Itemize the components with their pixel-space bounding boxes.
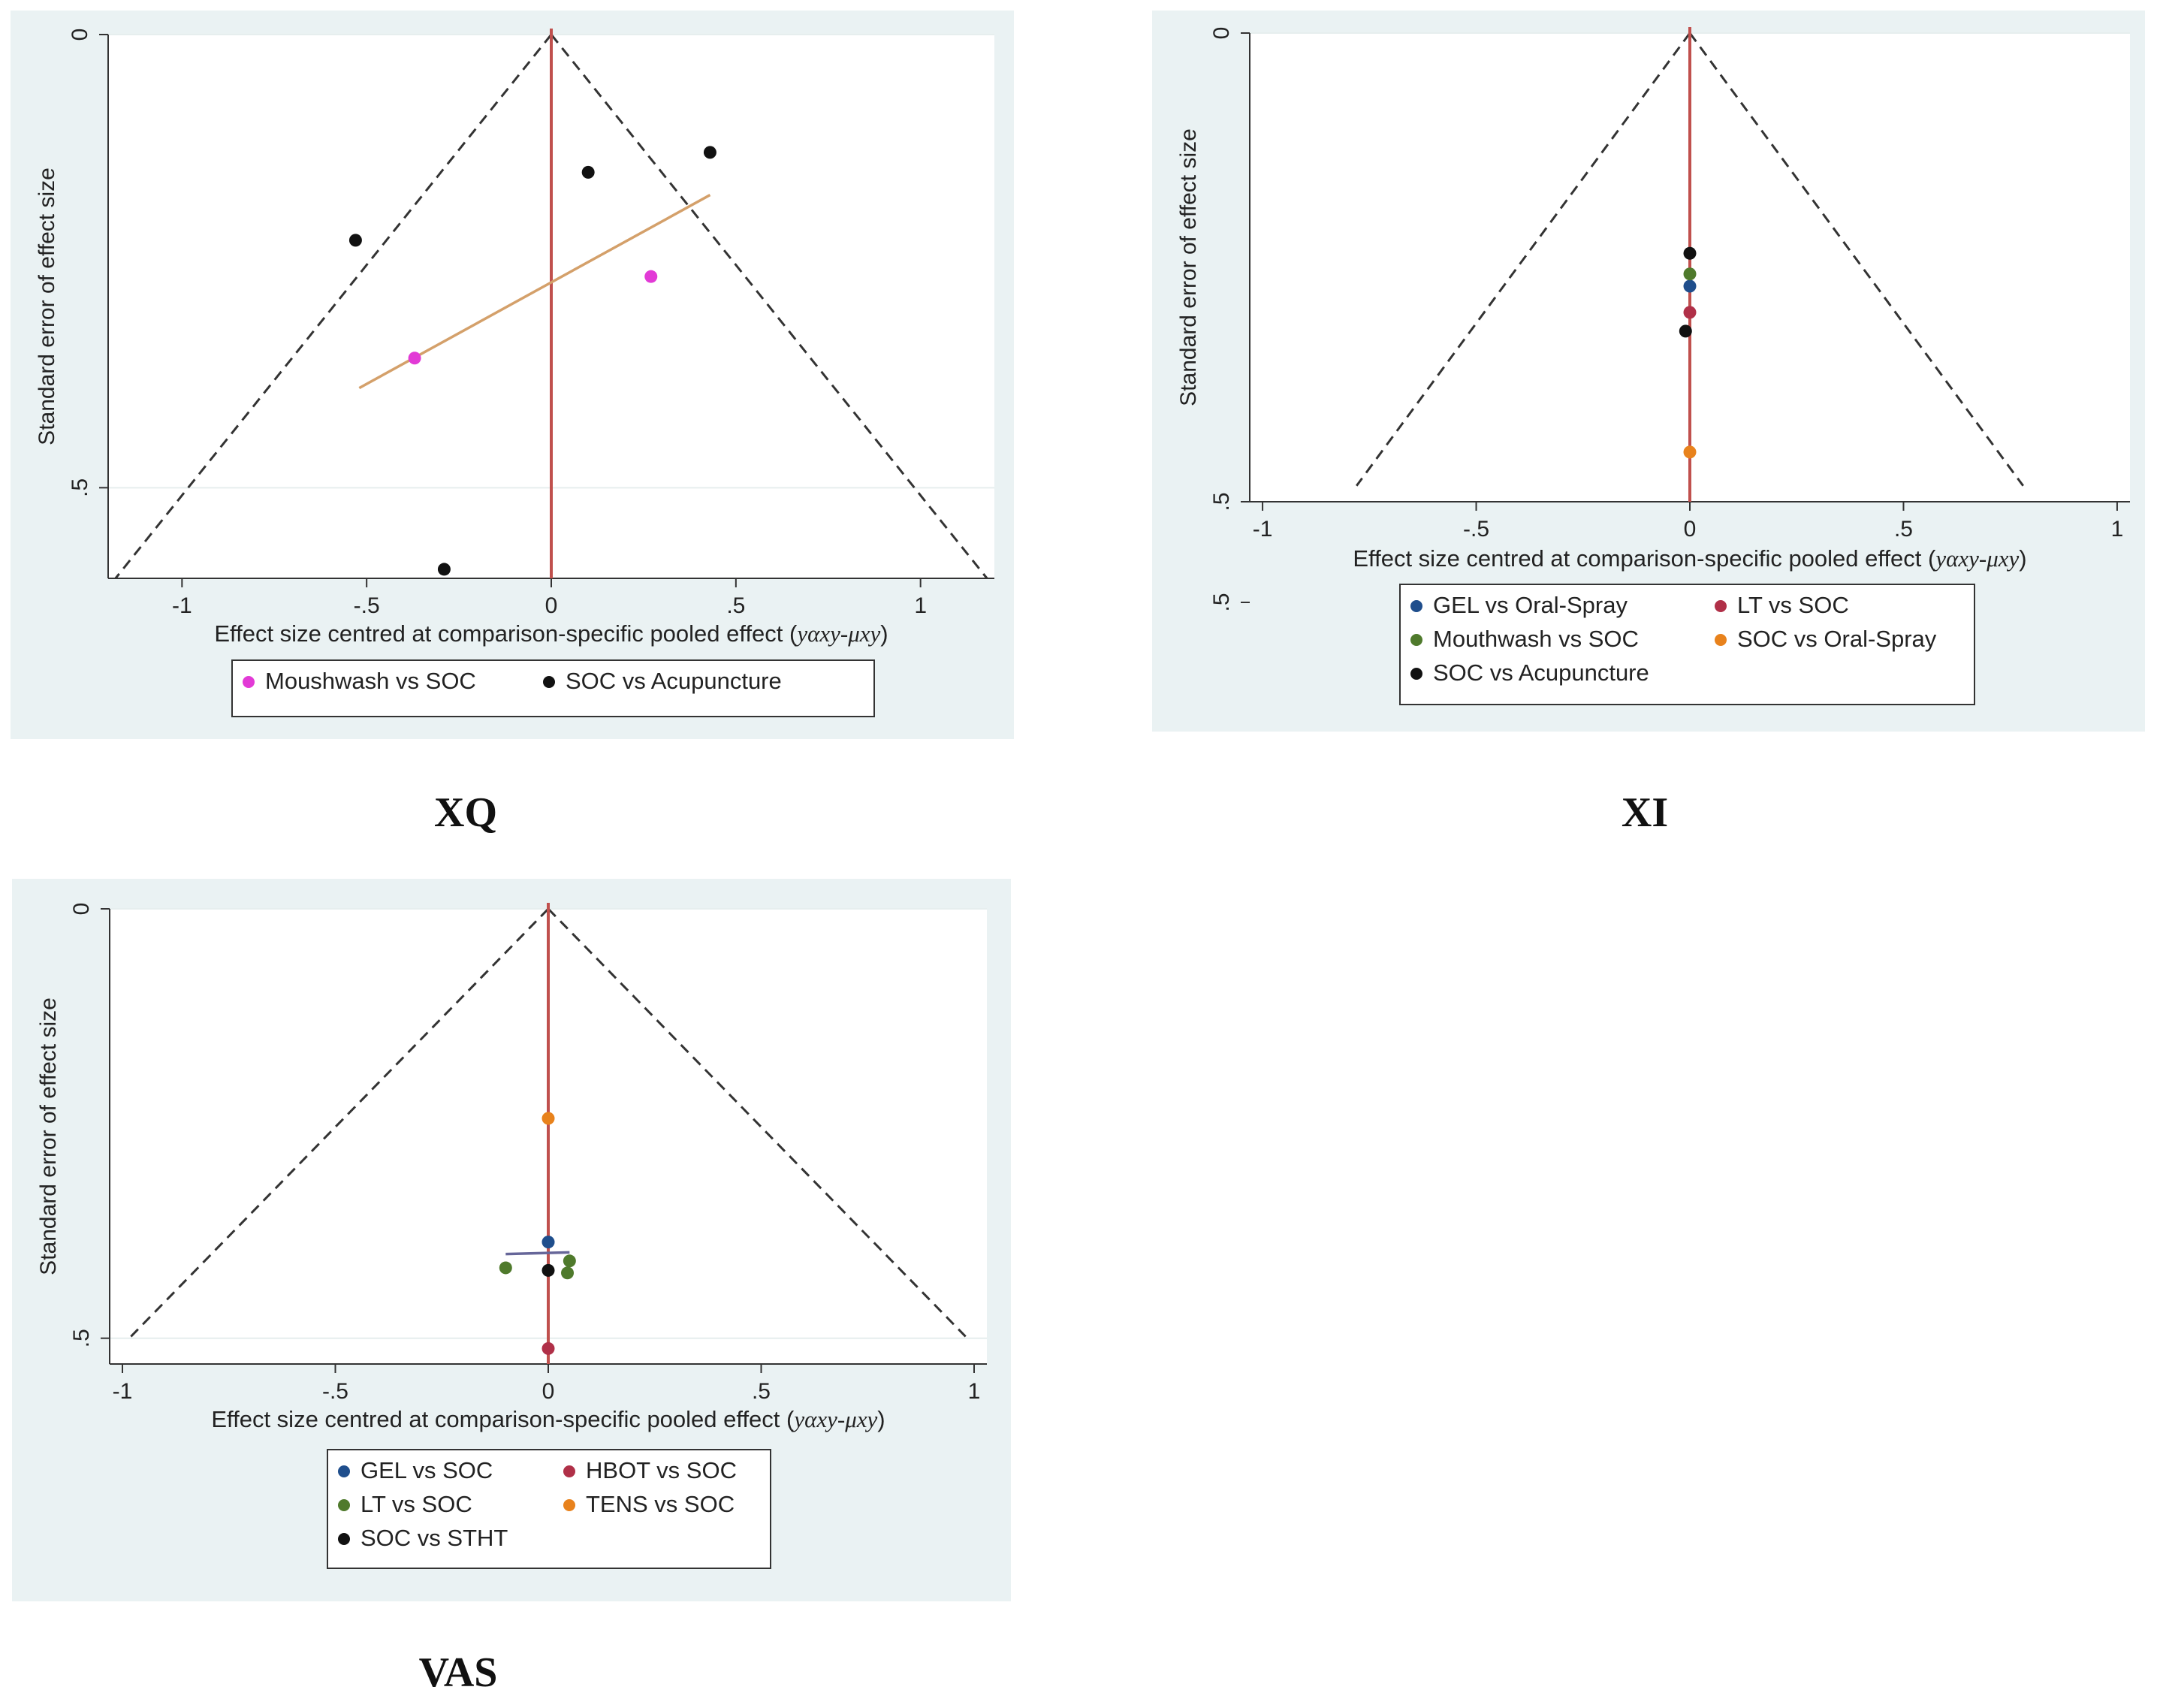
x-tick-label: -.5 <box>1463 517 1489 542</box>
x-tick-label: -1 <box>113 1379 133 1404</box>
panel-xq: -1 -.5 0 .5 1 0 .5 Standard error of effect siz… <box>11 11 1014 739</box>
data-point <box>499 1261 512 1275</box>
legend-label: LT vs SOC <box>1737 592 1849 618</box>
data-point <box>437 563 451 576</box>
legend-label: GEL vs SOC <box>361 1457 493 1483</box>
funnel-right-boundary <box>547 907 967 1338</box>
funnel-plot-xi: -1 -.5 0 .5 1 0 .5 .5 Standard error of effect s… <box>1152 11 2145 732</box>
x-axis-label: Effect size centred at comparison-specif… <box>211 1406 885 1432</box>
x-tick-label: -.5 <box>322 1379 348 1404</box>
x-tick-label: 0 <box>1684 517 1697 542</box>
y-tick-label: .5 <box>1209 593 1234 611</box>
data-point <box>563 1254 576 1268</box>
legend-label: SOC vs Acupuncture <box>1433 659 1649 686</box>
funnel-plot-vas: -1 -.5 0 .5 1 0 .5 Standard error of effect siz… <box>12 879 1011 1601</box>
legend-marker <box>1715 600 1727 612</box>
legend-label: Mouthwash vs SOC <box>1433 626 1639 652</box>
data-point <box>542 1236 555 1249</box>
legend-marker <box>338 1499 350 1511</box>
panel-vas: -1 -.5 0 .5 1 0 .5 Standard error of effect siz… <box>12 879 1011 1601</box>
data-point <box>703 146 716 159</box>
data-point <box>561 1266 575 1280</box>
legend-marker <box>1410 634 1422 646</box>
legend-marker <box>243 676 255 688</box>
y-tick-label: 0 <box>68 29 92 41</box>
caption-xi: XI <box>1621 789 1669 836</box>
x-tick-label: -1 <box>172 593 192 618</box>
data-point <box>1683 306 1697 319</box>
funnel-left-boundary <box>130 907 550 1338</box>
legend-label: HBOT vs SOC <box>586 1457 737 1483</box>
data-point <box>1683 445 1697 459</box>
y-tick-label: .5 <box>69 1329 94 1347</box>
y-tick-label: 0 <box>1209 27 1234 40</box>
data-point <box>581 165 595 179</box>
data-point <box>542 1341 555 1355</box>
x-tick-label: -.5 <box>354 593 380 618</box>
x-tick-label: .5 <box>1894 517 1913 542</box>
data-point <box>1683 267 1697 281</box>
regression-fit-line <box>505 1251 570 1256</box>
legend-label: Moushwash vs SOC <box>265 668 476 694</box>
legend-box <box>1399 584 1975 705</box>
x-tick-label: .5 <box>726 593 745 618</box>
y-tick-label: 0 <box>69 903 94 916</box>
legend-box <box>327 1449 771 1569</box>
y-axis-label: Standard error of effect size <box>35 167 59 445</box>
y-tick-label: .5 <box>1209 492 1234 511</box>
legend-label: SOC vs STHT <box>361 1525 508 1551</box>
legend-marker <box>563 1465 575 1477</box>
data-point <box>1679 324 1692 338</box>
caption-vas: VAS <box>418 1649 498 1696</box>
legend-marker <box>1410 668 1422 680</box>
y-axis-label: Standard error of effect size <box>36 997 61 1275</box>
legend-label: SOC vs Oral-Spray <box>1737 626 1937 652</box>
data-point <box>1683 246 1697 260</box>
x-tick-label: -1 <box>1253 517 1273 542</box>
panel-xi: -1 -.5 0 .5 1 0 .5 .5 Standard error of effect s… <box>1152 11 2145 732</box>
legend-marker <box>1410 600 1422 612</box>
x-tick-label: 1 <box>914 593 927 618</box>
legend-label: LT vs SOC <box>361 1491 472 1517</box>
funnel-left-boundary <box>1356 32 1691 487</box>
caption-xq: XQ <box>434 789 497 836</box>
data-point <box>408 352 421 365</box>
legend-marker <box>563 1499 575 1511</box>
funnel-left-boundary <box>114 34 553 579</box>
data-point <box>644 270 658 283</box>
x-tick-label: 1 <box>968 1379 981 1404</box>
legend-marker <box>338 1465 350 1477</box>
legend-label: GEL vs Oral-Spray <box>1433 592 1628 618</box>
x-axis-label: Effect size centred at comparison-specif… <box>1353 545 2026 572</box>
data-point <box>542 1112 555 1125</box>
x-axis-label: Effect size centred at comparison-specif… <box>214 620 888 647</box>
legend-box <box>231 659 875 717</box>
x-tick-label: 1 <box>2111 517 2124 542</box>
legend-label: SOC vs Acupuncture <box>566 668 782 694</box>
funnel-plot-xq: -1 -.5 0 .5 1 0 .5 Standard error of effect siz… <box>11 11 1014 739</box>
x-tick-label: 0 <box>545 593 558 618</box>
data-point <box>348 234 362 247</box>
legend-marker <box>338 1533 350 1545</box>
x-tick-label: .5 <box>752 1379 771 1404</box>
x-tick-label: 0 <box>542 1379 555 1404</box>
data-point <box>542 1263 555 1277</box>
y-axis-label: Standard error of effect size <box>1176 128 1201 406</box>
funnel-right-boundary <box>1688 32 2024 487</box>
legend-marker <box>543 676 555 688</box>
legend-marker <box>1715 634 1727 646</box>
legend-label: TENS vs SOC <box>586 1491 735 1517</box>
funnel-right-boundary <box>550 34 988 579</box>
data-point <box>1683 279 1697 293</box>
y-tick-label: .5 <box>68 478 92 497</box>
